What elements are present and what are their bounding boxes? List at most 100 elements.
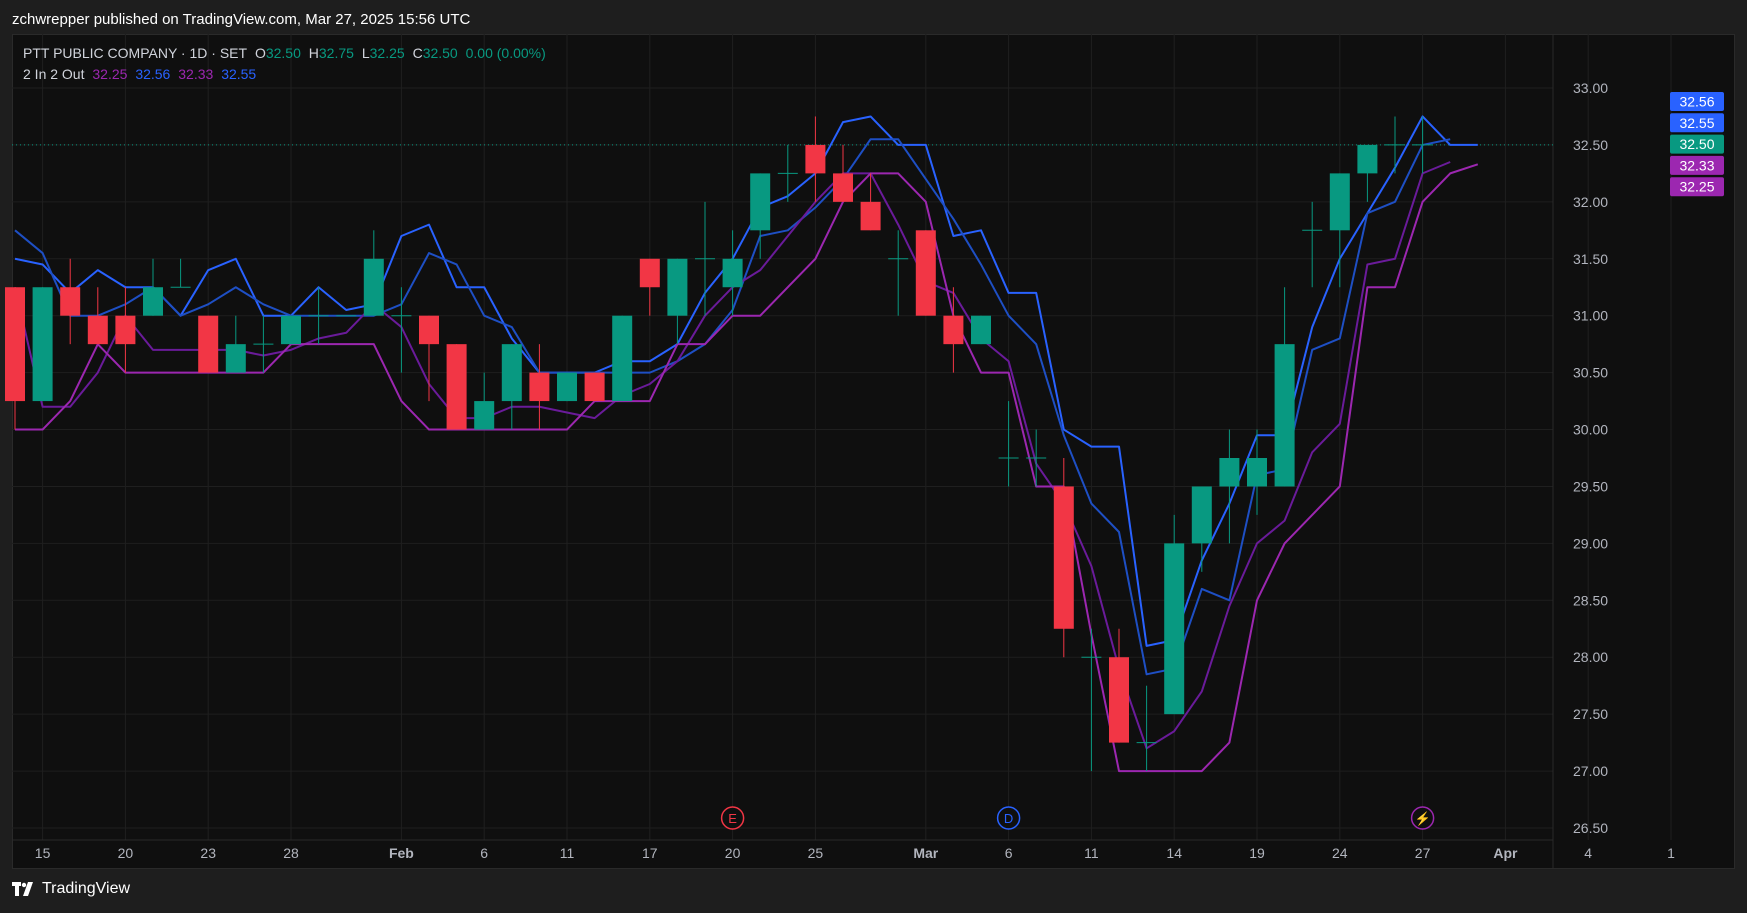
y-tick-label: 27.00 — [1573, 763, 1608, 779]
price-label-box — [1670, 113, 1724, 133]
candle-body — [1053, 486, 1074, 629]
candle-body — [750, 173, 771, 231]
candle-body — [529, 372, 550, 402]
y-tick-label: 33.00 — [1573, 80, 1608, 96]
candle-body — [1247, 458, 1267, 487]
candle-body — [639, 258, 660, 288]
candle-body — [557, 372, 577, 402]
candle-body — [1109, 657, 1129, 743]
event-marker-icon — [720, 806, 745, 830]
candle-body — [115, 315, 136, 345]
candle-body — [667, 258, 688, 316]
candle-body — [198, 315, 219, 373]
candle-body — [1357, 144, 1378, 174]
y-tick-label: 32.50 — [1573, 137, 1608, 153]
price-label-text: 32.25 — [1679, 179, 1714, 195]
x-tick-label: 6 — [1005, 845, 1013, 861]
candle-body — [225, 344, 246, 373]
x-tick-label: 28 — [283, 845, 299, 861]
candle-body — [1329, 173, 1350, 231]
indicator-value-3: 32.33 — [178, 66, 214, 82]
tradingview-brand[interactable]: TradingView — [12, 880, 130, 898]
candle-body — [805, 144, 826, 174]
low-label: L — [361, 45, 370, 61]
candle-body — [5, 287, 25, 402]
indicator-value-4: 32.55 — [221, 66, 257, 82]
candle-body — [722, 258, 743, 288]
y-tick-label: 26.50 — [1573, 820, 1608, 836]
symbol-legend: PTT PUBLIC COMPANY · 1D · SET O32.50 H32… — [23, 45, 550, 61]
top-bar: zchwrepper published on TradingView.com,… — [0, 0, 1747, 34]
y-tick-label: 28.50 — [1573, 592, 1608, 608]
publish-info: zchwrepper published on TradingView.com,… — [12, 11, 471, 28]
close-value: 32.50 — [422, 45, 458, 61]
indicator-line-4 — [15, 163, 1479, 773]
y-tick-label: 31.50 — [1573, 251, 1608, 267]
candle-body — [1219, 458, 1240, 487]
x-tick-label: 15 — [35, 845, 51, 861]
price-label-box — [1670, 92, 1724, 111]
x-tick-label: 11 — [560, 845, 575, 861]
x-tick-label: 6 — [480, 845, 488, 861]
candle-body — [501, 344, 522, 402]
x-tick-label: 19 — [1249, 845, 1265, 861]
close-label: C — [412, 45, 423, 61]
price-label-text: 32.33 — [1679, 157, 1714, 173]
low-value: 32.25 — [369, 45, 405, 61]
y-tick-label: 28.00 — [1573, 649, 1608, 665]
indicator-legend: 2 In 2 Out 32.25 32.56 32.33 32.55 — [23, 66, 260, 82]
event-marker-label: ⚡ — [1415, 811, 1431, 827]
candle-body — [474, 401, 495, 430]
x-tick-label: Feb — [389, 845, 414, 861]
x-tick-label: 14 — [1166, 845, 1182, 861]
candle-body — [143, 287, 163, 316]
open-label: O — [254, 45, 266, 61]
high-label: H — [308, 45, 319, 61]
x-tick-label: 25 — [808, 845, 824, 861]
brand-name: TradingView — [42, 880, 131, 897]
x-tick-label: 17 — [642, 845, 658, 861]
x-tick-label: 20 — [725, 845, 741, 861]
y-tick-label: 30.00 — [1573, 422, 1608, 438]
price-label-text: 32.55 — [1679, 115, 1714, 131]
x-tick-label: 23 — [200, 845, 216, 861]
candle-body — [971, 315, 991, 345]
x-tick-label: Mar — [913, 845, 938, 861]
candle-body — [860, 201, 881, 231]
candle-body — [612, 315, 633, 402]
candle-body — [915, 230, 936, 316]
candle-body — [87, 315, 108, 345]
price-label-box — [1670, 177, 1724, 197]
x-tick-label: Apr — [1493, 845, 1518, 861]
x-tick-label: 24 — [1332, 845, 1348, 861]
open-value: 32.50 — [265, 45, 301, 61]
candle-body — [1274, 344, 1295, 487]
indicator-name[interactable]: 2 In 2 Out — [23, 66, 85, 82]
candle-body — [1191, 486, 1212, 544]
x-tick-label: 1 — [1667, 845, 1675, 861]
candle-body — [1164, 543, 1185, 715]
indicator-line-1 — [14, 115, 1478, 647]
candle-body — [943, 315, 964, 345]
price-label-box — [1670, 134, 1724, 154]
candle-body — [32, 287, 53, 402]
y-tick-label: 31.00 — [1573, 308, 1608, 324]
y-tick-label: 29.50 — [1573, 478, 1608, 494]
tradingview-logo-icon — [12, 882, 33, 896]
change-value: 0.00 (0.00%) — [465, 45, 546, 61]
candle-body — [281, 315, 301, 345]
x-tick-label: 27 — [1415, 845, 1431, 861]
candle-body — [419, 315, 439, 345]
event-marker-icon — [996, 806, 1021, 830]
candle-body — [833, 173, 853, 202]
y-tick-label: 27.50 — [1573, 706, 1608, 722]
indicator-value-2: 32.56 — [135, 66, 171, 82]
y-tick-label: 32.00 — [1573, 194, 1608, 210]
event-marker-label: D — [1004, 811, 1013, 826]
y-tick-label: 30.50 — [1573, 365, 1608, 381]
y-tick-label: 29.00 — [1573, 535, 1608, 551]
event-marker-label: E — [728, 811, 737, 826]
x-tick-label: 4 — [1584, 845, 1592, 861]
symbol-name[interactable]: PTT PUBLIC COMPANY · 1D · SET — [23, 45, 248, 61]
